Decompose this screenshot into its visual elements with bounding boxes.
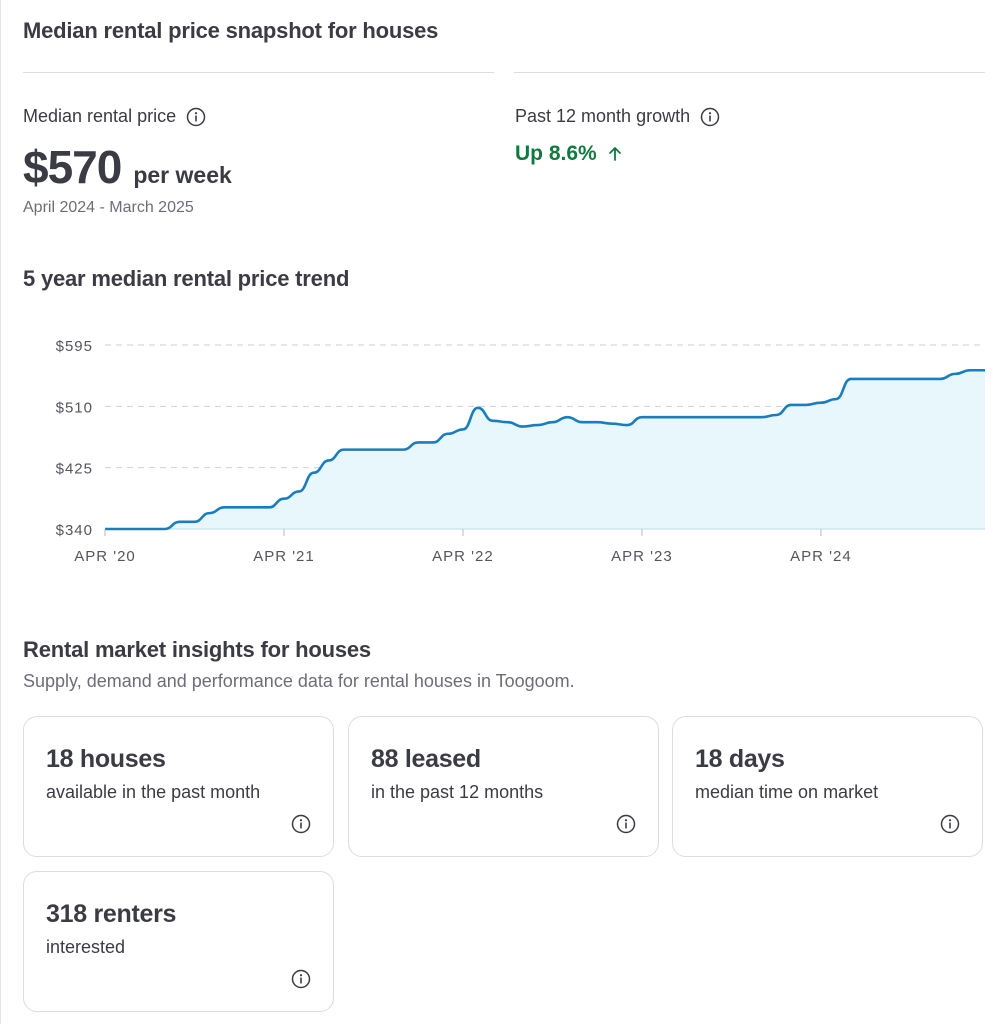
insight-card-available: 18 houses available in the past month	[23, 716, 334, 857]
y-tick-label: $340	[56, 522, 93, 539]
series-line	[105, 368, 985, 531]
insight-description: available in the past month	[46, 782, 261, 802]
insight-description: in the past 12 months	[371, 782, 544, 802]
x-tick-label: APR '24	[790, 548, 852, 565]
growth-value-row: Up 8.6%	[515, 142, 625, 166]
insight-headline: 18 houses	[46, 745, 166, 773]
insight-headline: 88 leased	[371, 745, 481, 773]
median-price-label-row: Median rental price	[23, 106, 206, 127]
median-price-value: $570	[23, 141, 122, 193]
info-icon[interactable]	[186, 107, 206, 127]
median-price-unit: per week	[133, 162, 232, 188]
arrow-up-icon	[605, 144, 625, 164]
info-icon[interactable]	[291, 969, 311, 989]
insight-card-days-on-market: 18 days median time on market	[672, 716, 983, 857]
median-price-period: April 2024 - March 2025	[23, 199, 194, 216]
divider-right	[514, 72, 985, 73]
growth-label: Past 12 month growth	[515, 106, 691, 126]
insights-title: Rental market insights for houses	[23, 637, 371, 662]
rental-price-trend-chart: $340 $425 $510 $595 APR '20 APR '21 APR '22 APR…	[56, 338, 985, 565]
x-tick-label: APR '22	[432, 548, 494, 565]
median-price: $570 per week	[23, 140, 232, 194]
insight-card-leased: 88 leased in the past 12 months	[348, 716, 659, 857]
info-icon[interactable]	[940, 814, 960, 834]
info-icon[interactable]	[700, 107, 720, 127]
y-tick-label: $595	[56, 338, 93, 355]
insights-subtitle: Supply, demand and performance data for …	[23, 671, 575, 691]
y-tick-label: $425	[56, 461, 93, 478]
x-tick-label: APR '23	[611, 548, 673, 565]
insight-description: interested	[46, 937, 126, 957]
growth-value: Up 8.6%	[515, 142, 597, 165]
insight-headline: 18 days	[695, 745, 785, 773]
x-tick-label: APR '20	[74, 548, 136, 565]
divider-left	[23, 72, 494, 73]
x-tick-label: APR '21	[253, 548, 315, 565]
insight-headline: 318 renters	[46, 900, 177, 928]
median-price-label: Median rental price	[23, 106, 177, 126]
y-tick-label: $510	[56, 399, 93, 416]
trend-title: 5 year median rental price trend	[23, 266, 350, 291]
info-icon[interactable]	[616, 814, 636, 834]
info-icon[interactable]	[291, 814, 311, 834]
insight-description: median time on market	[695, 782, 879, 802]
growth-label-row: Past 12 month growth	[515, 106, 720, 127]
page-left-border	[0, 0, 1, 1024]
insight-card-renters: 318 renters interested	[23, 871, 334, 1012]
area-fill	[105, 370, 985, 529]
snapshot-title: Median rental price snapshot for houses	[23, 18, 439, 43]
